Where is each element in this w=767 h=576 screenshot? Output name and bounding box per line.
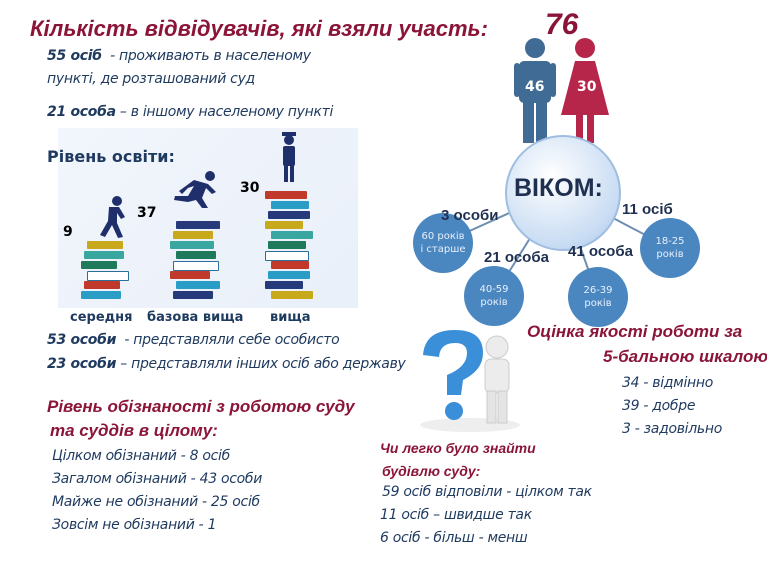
age-count-40-59: 21 особа xyxy=(484,249,549,266)
age-range: 26-39 xyxy=(583,285,613,296)
age-range: років xyxy=(480,297,508,308)
book xyxy=(84,251,124,259)
residence-local-cont: пункті, де розташований суд xyxy=(47,71,255,87)
self-count: 53 особи xyxy=(47,332,117,348)
other-count: 21 особа xyxy=(47,104,116,120)
age-circle-18-25: 18-25 років xyxy=(640,218,700,278)
book xyxy=(268,271,310,279)
age-heading: ВІКОМ: xyxy=(514,174,603,202)
education-count-secondary: 9 xyxy=(63,224,73,240)
age-range: 18-25 xyxy=(655,236,685,247)
age-range: 60 років xyxy=(421,231,465,242)
finding-item: 11 осіб – швидше так xyxy=(380,507,532,523)
others-text: – представляли інших осіб або державу xyxy=(120,356,406,372)
book xyxy=(170,241,214,249)
book xyxy=(81,291,121,299)
book xyxy=(87,271,129,281)
local-text: - проживають в населеному xyxy=(110,48,311,64)
finding-item: 6 осіб - більш - менш xyxy=(380,530,528,546)
age-count-60plus: 3 особи xyxy=(441,207,499,224)
book xyxy=(176,281,220,289)
total-visitors: 76 xyxy=(545,8,579,41)
book xyxy=(176,251,216,259)
age-circle-60plus: 60 років і старше xyxy=(413,213,473,273)
rating-heading-2: 5-бальною шкалою: xyxy=(603,347,767,366)
book xyxy=(81,261,117,269)
age-circle-40-59: 40-59 років xyxy=(464,266,524,326)
book xyxy=(268,211,310,219)
book xyxy=(173,231,213,239)
education-label-higher: вища xyxy=(270,310,311,325)
book xyxy=(176,221,220,229)
age-circle-26-39: 26-39 років xyxy=(568,267,628,327)
age-count-18-25: 11 осіб xyxy=(622,201,673,218)
finding-item: 59 осіб відповіли - цілком так xyxy=(382,484,592,500)
book xyxy=(265,281,303,289)
age-count-26-39: 41 особа xyxy=(568,243,633,260)
book xyxy=(87,241,123,249)
awareness-heading-2: та суддів в цілому: xyxy=(50,421,218,440)
finding-heading-2: будівлю суду: xyxy=(382,463,481,479)
book xyxy=(170,271,210,279)
male-icon xyxy=(514,38,556,143)
rating-heading-1: Оцінка якості роботи за xyxy=(527,322,743,341)
age-range: і старше xyxy=(420,244,466,255)
book xyxy=(271,261,309,269)
residence-other: 21 особа – в іншому населеному пункті xyxy=(47,104,333,120)
book xyxy=(268,241,306,249)
book xyxy=(271,291,313,299)
book xyxy=(173,261,219,271)
book xyxy=(265,191,307,199)
question-mark-person-icon xyxy=(420,330,520,432)
awareness-item: Цілком обізнаний - 8 осіб xyxy=(52,448,230,464)
book xyxy=(271,231,313,239)
female-count: 30 xyxy=(577,79,597,95)
page-title: Кількість відвідувачів, які взяли участь… xyxy=(30,16,488,41)
self-text: - представляли себе особисто xyxy=(124,332,340,348)
female-icon xyxy=(561,38,609,143)
book xyxy=(173,291,213,299)
awareness-item: Загалом обізнаний - 43 особи xyxy=(52,471,263,487)
education-label-secondary: середня xyxy=(70,310,133,325)
age-range: 40-59 xyxy=(479,284,509,295)
others-count: 23 особи xyxy=(47,356,117,372)
rating-item: 39 - добре xyxy=(622,398,696,414)
book xyxy=(265,251,309,261)
finding-heading-1: Чи легко було знайти xyxy=(380,440,536,456)
representation-self: 53 особи - представляли себе особисто xyxy=(47,332,340,348)
awareness-item: Зовсім не обізнаний - 1 xyxy=(52,517,217,533)
residence-local: 55 осіб - проживають в населеному xyxy=(47,48,311,64)
awareness-item: Майже не обізнаний - 25 осіб xyxy=(52,494,260,510)
rating-item: 3 - задовільно xyxy=(622,421,722,437)
book xyxy=(265,221,303,229)
male-count: 46 xyxy=(525,79,545,95)
gender-figures xyxy=(514,38,609,143)
graduate-icon xyxy=(282,132,296,182)
education-count-higher: 30 xyxy=(240,180,260,196)
book xyxy=(84,281,120,289)
running-person-icon xyxy=(174,171,216,208)
education-count-basic-higher: 37 xyxy=(137,205,157,221)
book xyxy=(271,201,309,209)
representation-others: 23 особи – представляли інших осіб або д… xyxy=(47,356,406,372)
education-label-basic-higher: базова вища xyxy=(147,310,244,325)
rating-item: 34 - відмінно xyxy=(622,375,714,391)
awareness-heading-1: Рівень обізнаності з роботою суду xyxy=(47,397,355,416)
walking-person-icon xyxy=(100,196,125,238)
other-text: – в іншому населеному пункті xyxy=(119,104,334,120)
age-range: років xyxy=(584,298,612,309)
education-heading: Рівень освіти: xyxy=(47,147,175,166)
age-range: років xyxy=(656,249,684,260)
age-hub-circle xyxy=(505,135,621,251)
local-count: 55 осіб xyxy=(47,48,102,64)
